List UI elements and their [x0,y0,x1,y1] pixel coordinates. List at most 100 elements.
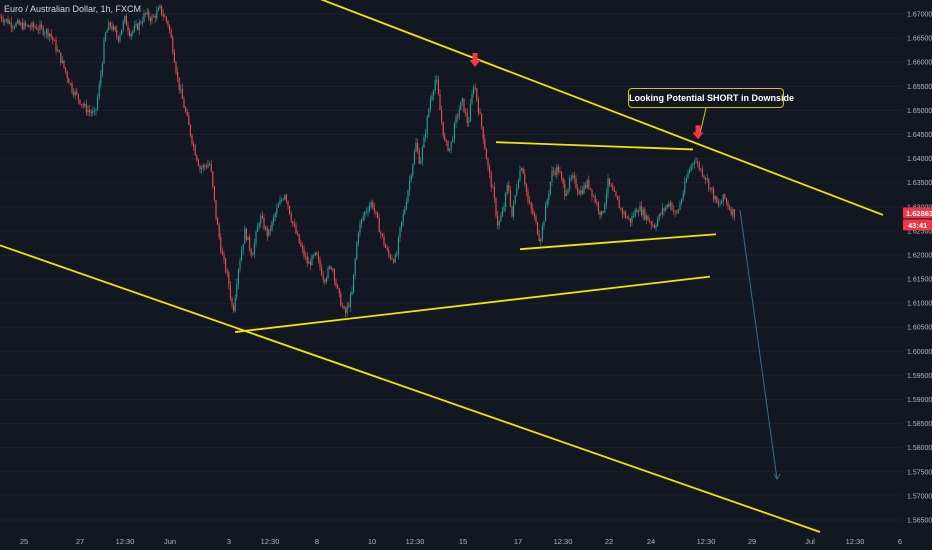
candle-body [130,33,132,37]
candle-body [508,185,510,191]
candle-body [92,111,94,114]
candle-body [681,199,683,204]
y-tick-label: 1.58000 [907,445,932,452]
candle-body [538,234,540,242]
candle-body [274,213,276,218]
y-tick-label: 1.57500 [907,469,932,476]
candle-body [637,211,639,213]
candle-body [732,209,734,215]
candle-body [540,239,542,242]
candle-body [661,208,663,215]
candle-body [514,195,516,204]
candle-body [717,202,719,205]
candle-body [529,201,531,203]
candle-body [546,200,548,206]
support-line [234,275,711,333]
candle-body [309,261,311,266]
countdown-badge [903,219,932,231]
candle-body [487,159,489,167]
candle-body [21,22,23,30]
candle-body [604,203,606,213]
candle-body [37,29,39,31]
candle-body [516,188,518,196]
candle-body [522,168,524,174]
candle-body [657,219,659,226]
candle-body [642,209,644,216]
candle-body [252,254,254,256]
candle-body [628,217,630,219]
candle-body [428,109,430,117]
annotation-label[interactable]: Looking Potential SHORT in Downside [628,88,794,108]
candle-body [41,24,43,28]
candle-body [429,99,431,110]
candle-body [186,111,188,116]
candle-body [279,200,281,205]
candle-body [47,29,49,37]
candle-body [669,202,671,207]
x-tick-label: 22 [605,537,613,546]
candle-body [349,294,351,307]
candle-body [71,83,73,93]
candle-body [172,37,174,53]
y-axis[interactable]: 1.67000 1.66500 1.66000 1.65500 1.65000 1.645… [903,0,932,550]
candle-body [513,203,515,217]
candle-body [706,178,708,180]
candle-body [711,187,713,190]
candle-body [305,256,307,258]
x-axis-bg [0,533,932,550]
candle-body [348,306,350,307]
candle-body [479,112,481,114]
candle-body [237,269,239,285]
candle-body [498,221,500,226]
x-axis[interactable]: 25 27 12:30 Jun 3 12:30 8 10 12:30 15 17 12:30 22 24 1… [0,533,932,550]
y-axis-bg [903,0,932,550]
candle-body [567,188,569,194]
candle-body [578,191,580,195]
candle-body [356,242,358,260]
candle-body [185,107,187,112]
candle-body [157,7,159,11]
candle-body [277,204,279,208]
candle-body [665,207,667,211]
candle-body [226,271,228,273]
candle-body [698,162,700,169]
down-arrow-icon [692,125,704,140]
candle-body [687,172,689,179]
candle-body [164,16,166,18]
y-tick-label: 1.62000 [907,252,932,259]
candle-body [332,269,334,271]
candle-body [431,95,433,100]
candle-body [636,210,638,213]
candle-body [506,185,508,194]
candle-body [49,33,51,37]
candle-body [650,221,652,225]
candle-body [165,16,167,22]
candle-body [105,32,107,41]
candle-body [228,272,230,286]
candle-body [474,87,476,89]
candle-body [177,72,179,78]
candle-body [724,194,726,199]
candle-body [701,168,703,176]
candle-body [722,194,724,202]
candle-body [337,285,339,289]
candle-body [12,27,14,28]
candle-body [13,26,15,28]
candle-body [324,279,326,282]
candle-body [666,204,668,208]
candle-body [733,209,735,217]
candle-body [417,142,419,151]
candle-body [485,148,487,160]
candle-body [714,196,716,200]
candle-body [533,213,535,217]
candle-body [372,201,374,208]
candle-body [423,136,425,148]
y-tick-label: 1.65500 [907,84,932,91]
candle-body [239,260,241,270]
candle-body [418,150,420,164]
candle-body [469,103,471,122]
candle-body [639,206,641,212]
candle-body [361,219,363,224]
